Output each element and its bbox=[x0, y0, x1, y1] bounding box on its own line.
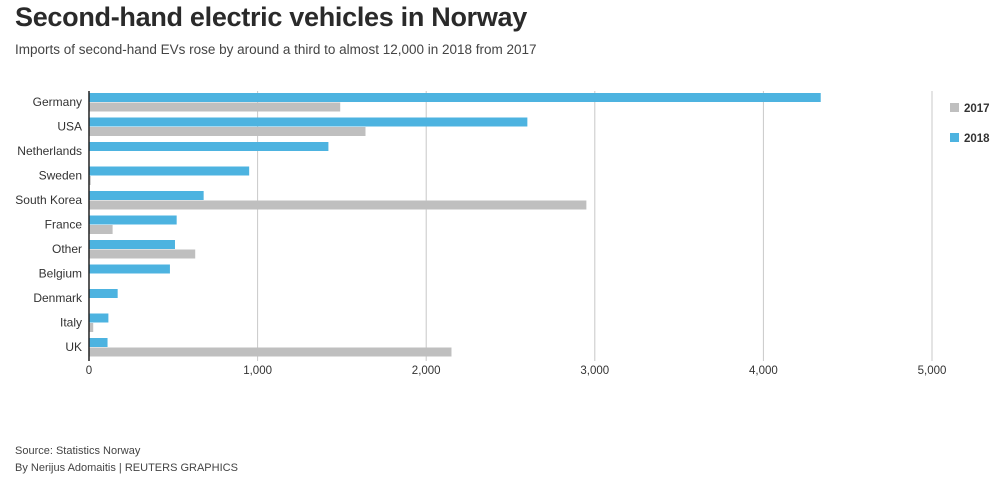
x-tick-label: 0 bbox=[86, 365, 92, 377]
bar-2017 bbox=[89, 200, 587, 210]
bar-2017 bbox=[89, 102, 341, 112]
bar-2018 bbox=[89, 142, 329, 151]
bar-2017 bbox=[89, 225, 113, 234]
bar-2017 bbox=[89, 249, 196, 259]
chart-title: Second-hand electric vehicles in Norway bbox=[15, 2, 527, 32]
category-label: Sweden bbox=[39, 169, 82, 183]
category-label: Italy bbox=[60, 316, 82, 330]
bar-2018 bbox=[89, 166, 250, 176]
category-label: France bbox=[45, 218, 83, 232]
legend-label-2017: 2017 bbox=[964, 103, 990, 115]
category-label: Other bbox=[52, 242, 82, 256]
x-tick-label: 2,000 bbox=[412, 365, 441, 377]
bar-2017 bbox=[89, 176, 91, 185]
source-note: Source: Statistics Norway bbox=[15, 445, 141, 457]
x-tick-label: 3,000 bbox=[580, 365, 609, 377]
category-label: Belgium bbox=[39, 267, 82, 281]
x-tick-label: 5,000 bbox=[918, 365, 947, 377]
bar-2017 bbox=[89, 323, 94, 332]
legend-swatch-2017 bbox=[950, 103, 959, 112]
legend-swatch-2018 bbox=[950, 133, 959, 142]
x-tick-label: 1,000 bbox=[243, 365, 272, 377]
credit-note: By Nerijus Adomaitis | REUTERS GRAPHICS bbox=[15, 462, 238, 474]
bar-2017 bbox=[89, 127, 366, 136]
bar-2018 bbox=[89, 338, 108, 347]
x-tick-label: 4,000 bbox=[749, 365, 778, 377]
bar-2018 bbox=[89, 313, 109, 323]
bar-2018 bbox=[89, 240, 175, 249]
bar-2018 bbox=[89, 117, 528, 127]
bar-2018 bbox=[89, 191, 204, 200]
category-label: USA bbox=[57, 120, 82, 134]
chart-subtitle: Imports of second-hand EVs rose by aroun… bbox=[15, 42, 537, 57]
legend-label-2018: 2018 bbox=[964, 133, 990, 145]
category-label: Germany bbox=[33, 95, 82, 109]
category-label: UK bbox=[65, 340, 82, 354]
bar-2017 bbox=[89, 347, 452, 357]
bar-2018 bbox=[89, 264, 170, 274]
bar-2018 bbox=[89, 215, 177, 225]
bar-2018 bbox=[89, 93, 821, 102]
bar-2018 bbox=[89, 289, 118, 298]
category-label: Denmark bbox=[33, 291, 83, 305]
category-label: Netherlands bbox=[17, 144, 82, 158]
category-label: South Korea bbox=[15, 193, 82, 207]
